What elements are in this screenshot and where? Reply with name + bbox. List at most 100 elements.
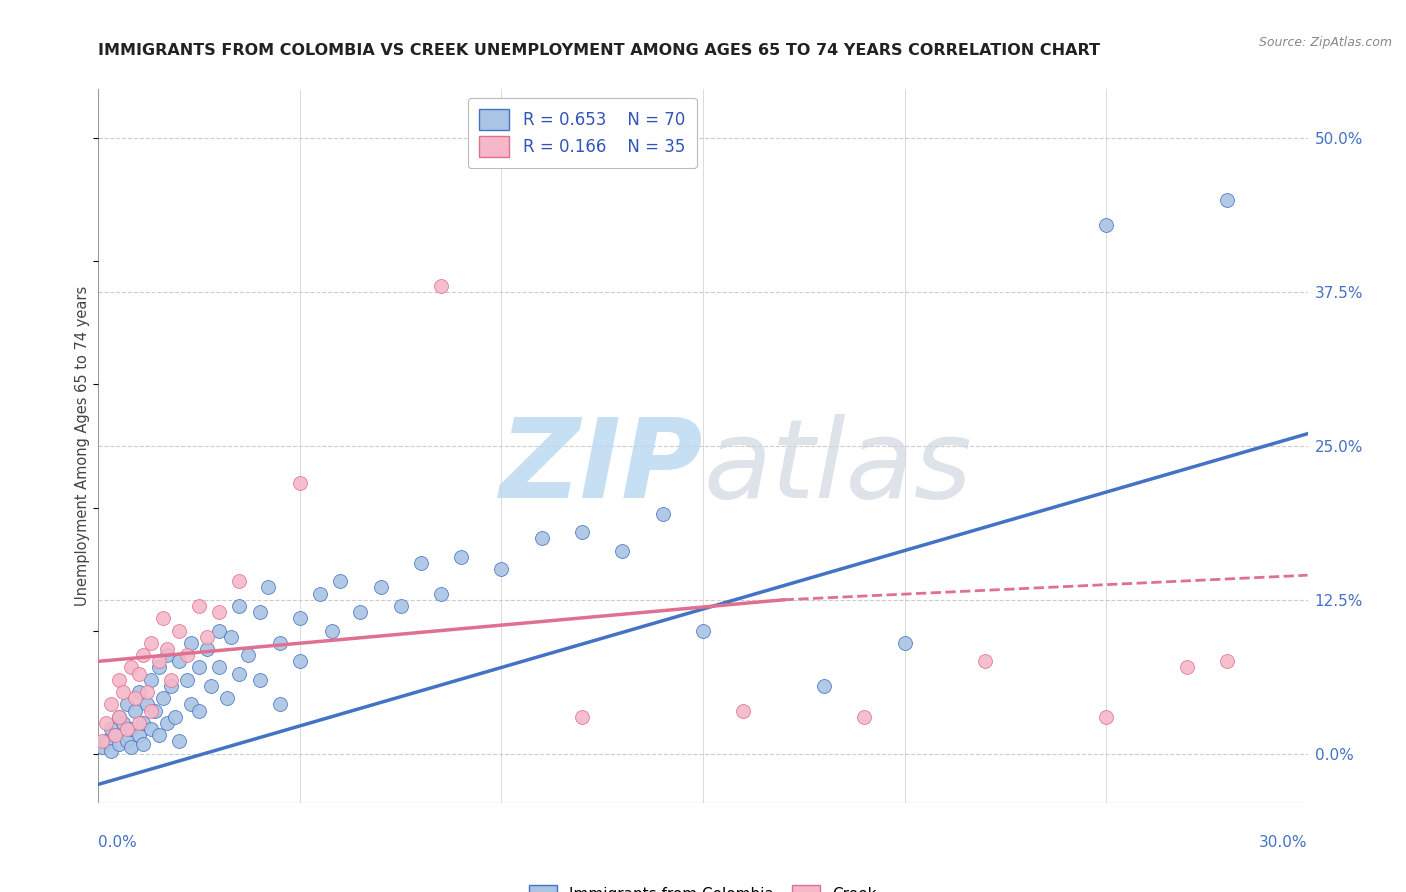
Point — [1175, 660, 1198, 674]
Point — [139, 722, 162, 736]
Point — [288, 475, 311, 490]
Point — [228, 574, 250, 589]
Point — [228, 599, 250, 613]
Point — [188, 599, 211, 613]
Point — [115, 722, 138, 736]
Point — [249, 673, 271, 687]
Point — [124, 691, 146, 706]
Point — [156, 648, 179, 662]
Point — [176, 648, 198, 662]
Point — [148, 728, 170, 742]
Point — [321, 624, 343, 638]
Point — [389, 599, 412, 613]
Point — [135, 685, 157, 699]
Point — [103, 728, 125, 742]
Y-axis label: Unemployment Among Ages 65 to 74 years: Unemployment Among Ages 65 to 74 years — [75, 285, 90, 607]
Point — [100, 744, 122, 758]
Point — [115, 734, 138, 748]
Point — [853, 709, 876, 723]
Point — [107, 673, 129, 687]
Point — [135, 698, 157, 712]
Point — [128, 666, 150, 681]
Legend: Immigrants from Colombia, Creek: Immigrants from Colombia, Creek — [523, 879, 883, 892]
Point — [571, 525, 593, 540]
Point — [1216, 193, 1239, 207]
Point — [309, 587, 332, 601]
Point — [139, 704, 162, 718]
Point — [156, 642, 179, 657]
Point — [200, 679, 222, 693]
Point — [120, 660, 142, 674]
Point — [571, 709, 593, 723]
Point — [651, 507, 673, 521]
Point — [128, 685, 150, 699]
Point — [974, 654, 997, 668]
Point — [236, 648, 259, 662]
Point — [132, 648, 155, 662]
Point — [1095, 218, 1118, 232]
Point — [813, 679, 835, 693]
Point — [269, 636, 291, 650]
Point — [370, 581, 392, 595]
Point — [893, 636, 915, 650]
Point — [228, 666, 250, 681]
Point — [152, 691, 174, 706]
Point — [148, 660, 170, 674]
Point — [692, 624, 714, 638]
Point — [256, 581, 278, 595]
Point — [152, 611, 174, 625]
Point — [409, 556, 432, 570]
Point — [208, 624, 231, 638]
Text: 0.0%: 0.0% — [98, 836, 138, 850]
Point — [167, 734, 190, 748]
Point — [188, 704, 211, 718]
Point — [96, 734, 118, 748]
Point — [160, 673, 183, 687]
Point — [128, 728, 150, 742]
Point — [430, 587, 453, 601]
Point — [163, 709, 186, 723]
Point — [612, 543, 634, 558]
Point — [115, 698, 138, 712]
Point — [180, 636, 202, 650]
Point — [120, 722, 142, 736]
Text: IMMIGRANTS FROM COLOMBIA VS CREEK UNEMPLOYMENT AMONG AGES 65 TO 74 YEARS CORRELA: IMMIGRANTS FROM COLOMBIA VS CREEK UNEMPL… — [98, 43, 1101, 58]
Point — [107, 709, 129, 723]
Point — [221, 630, 243, 644]
Text: Source: ZipAtlas.com: Source: ZipAtlas.com — [1258, 36, 1392, 49]
Point — [132, 737, 155, 751]
Point — [111, 715, 134, 730]
Point — [1095, 709, 1118, 723]
Point — [120, 740, 142, 755]
Point — [217, 691, 239, 706]
Point — [349, 605, 371, 619]
Point — [111, 685, 134, 699]
Point — [148, 654, 170, 668]
Point — [128, 715, 150, 730]
Point — [96, 715, 118, 730]
Point — [329, 574, 352, 589]
Point — [132, 715, 155, 730]
Text: atlas: atlas — [703, 414, 972, 521]
Point — [167, 624, 190, 638]
Point — [180, 698, 202, 712]
Text: 30.0%: 30.0% — [1260, 836, 1308, 850]
Point — [143, 704, 166, 718]
Point — [195, 630, 218, 644]
Point — [208, 660, 231, 674]
Point — [269, 698, 291, 712]
Point — [160, 679, 183, 693]
Point — [103, 728, 125, 742]
Point — [430, 279, 453, 293]
Point — [100, 722, 122, 736]
Text: ZIP: ZIP — [499, 414, 703, 521]
Point — [124, 704, 146, 718]
Point — [91, 734, 114, 748]
Point — [450, 549, 472, 564]
Point — [1216, 654, 1239, 668]
Point — [107, 737, 129, 751]
Point — [288, 654, 311, 668]
Point — [139, 673, 162, 687]
Point — [530, 531, 553, 545]
Point — [195, 642, 218, 657]
